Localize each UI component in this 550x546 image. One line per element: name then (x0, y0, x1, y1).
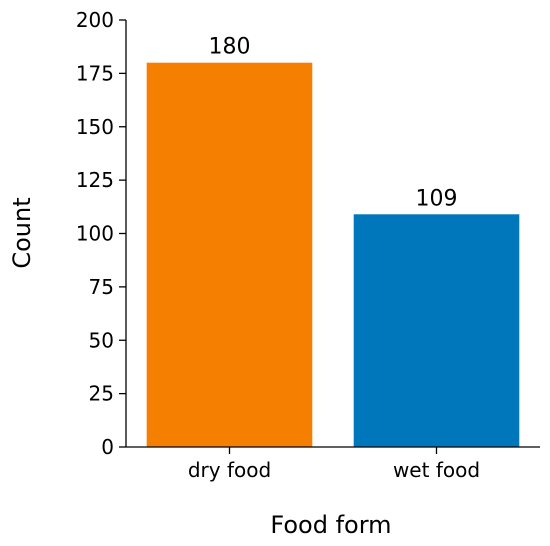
y-axis-label: Count (8, 197, 36, 268)
bar-value-label: 109 (416, 186, 458, 211)
x-axis-ticks: dry food wet food (188, 447, 480, 482)
bar-wet-food (353, 214, 520, 447)
y-tick-label: 175 (76, 61, 114, 85)
y-tick-label: 0 (101, 435, 114, 459)
y-axis-ticks: 0 25 50 75 100 125 150 175 200 (76, 8, 126, 459)
bar-value-label: 180 (209, 35, 251, 60)
y-tick-label: 100 (76, 222, 114, 246)
bars: 180 109 (146, 35, 520, 447)
bar-dry-food (146, 62, 313, 447)
y-tick-label: 75 (89, 275, 114, 299)
y-tick-label: 125 (76, 168, 114, 192)
y-tick-label: 50 (89, 328, 114, 352)
x-axis-label: Food form (270, 511, 391, 539)
x-tick-label: dry food (188, 458, 271, 482)
x-tick-label: wet food (393, 458, 480, 482)
y-tick-label: 200 (76, 8, 114, 32)
y-tick-label: 150 (76, 115, 114, 139)
y-tick-label: 25 (89, 382, 114, 406)
